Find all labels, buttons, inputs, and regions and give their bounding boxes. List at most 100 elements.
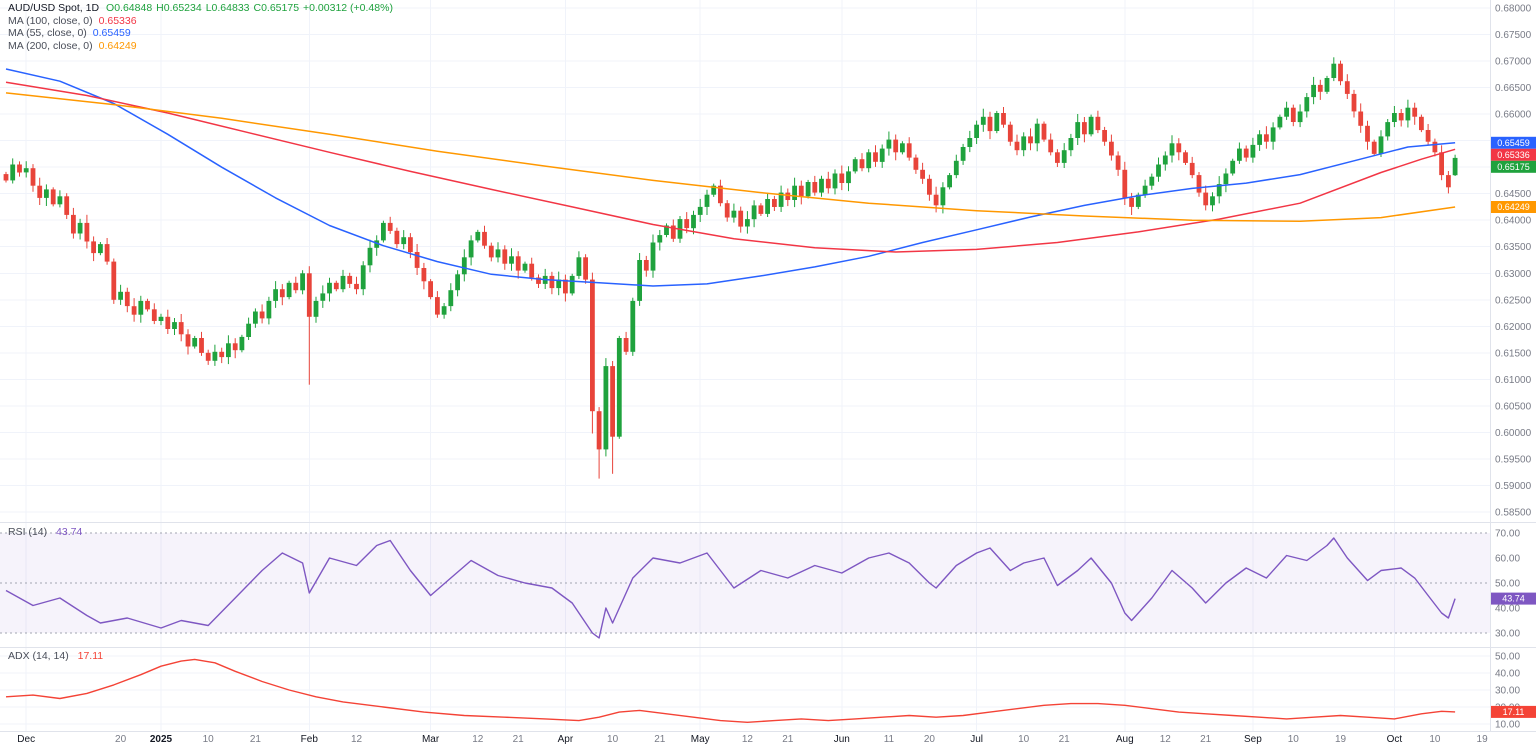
svg-text:0.64500: 0.64500 [1495,189,1532,200]
ma55-label: MA (55, close, 0) [8,27,87,39]
price-axis[interactable]: 0.680000.675000.670000.665000.660000.655… [1495,4,1532,731]
svg-text:21: 21 [250,734,262,745]
svg-text:10: 10 [1018,734,1030,745]
svg-text:40.00: 40.00 [1495,669,1520,680]
svg-text:2025: 2025 [150,734,173,745]
ohlc-open: O0.64848 [106,2,153,14]
svg-text:19: 19 [1477,734,1489,745]
svg-text:0.65336: 0.65336 [1497,150,1530,160]
svg-text:0.65175: 0.65175 [1497,162,1530,172]
svg-text:10.00: 10.00 [1495,720,1520,731]
svg-text:0.64000: 0.64000 [1495,216,1532,227]
svg-text:43.74: 43.74 [1502,594,1525,604]
ohlc-low: L0.64833 [205,2,250,14]
ma200-line[interactable] [5,92,1456,223]
svg-text:12: 12 [742,734,754,745]
svg-text:0.68000: 0.68000 [1495,4,1532,15]
svg-text:0.66500: 0.66500 [1495,83,1532,94]
ma200-label: MA (200, close, 0) [8,39,93,52]
svg-text:Feb: Feb [301,734,319,745]
svg-text:40.00: 40.00 [1495,604,1520,615]
grid-layer [0,0,1490,731]
svg-text:Dec: Dec [17,734,35,745]
adx-line[interactable] [5,658,1456,723]
ma55-legend-row[interactable]: MA (55, close, 0) 0.65459 [8,27,397,40]
ohlc-high: H0.65234 [156,2,202,14]
svg-text:12: 12 [1160,734,1172,745]
svg-text:10: 10 [1288,734,1300,745]
ma100-label: MA (100, close, 0) [8,14,93,27]
ma55-line[interactable] [5,68,1456,287]
svg-text:21: 21 [1200,734,1212,745]
svg-text:11: 11 [884,734,895,745]
rsi-label: RSI (14) [8,526,48,538]
svg-text:21: 21 [513,734,525,745]
svg-text:20: 20 [924,734,936,745]
axis-badges: 0.65459 0.65336 0.65175 0.64249 43.74 17.11 [1491,136,1536,718]
svg-text:0.59000: 0.59000 [1495,481,1532,492]
svg-text:50.00: 50.00 [1495,652,1520,663]
svg-text:21: 21 [782,734,794,745]
ma100-value: 0.65336 [98,14,137,27]
svg-text:10: 10 [607,734,619,745]
svg-text:21: 21 [654,734,666,745]
svg-text:19: 19 [1335,734,1347,745]
time-axis[interactable]: Dec 20 2025 10 21 Feb 12 Mar 12 21 Apr 10 21 May 12 21 J… [17,734,1488,745]
svg-text:30.00: 30.00 [1495,629,1520,640]
svg-text:10: 10 [1429,734,1441,745]
svg-text:0.62000: 0.62000 [1495,322,1532,333]
svg-text:0.58500: 0.58500 [1495,508,1532,519]
rsi-line[interactable] [5,537,1456,639]
symbol-title[interactable]: AUD/USD Spot, 1D [8,2,100,14]
svg-text:70.00: 70.00 [1495,529,1520,540]
ma200-legend-row[interactable]: MA (200, close, 0) 0.64249 [8,40,397,53]
svg-text:0.61500: 0.61500 [1495,348,1532,359]
ma55-value: 0.65459 [92,27,131,39]
svg-text:0.59500: 0.59500 [1495,454,1532,465]
svg-text:0.60000: 0.60000 [1495,428,1532,439]
svg-text:0.63500: 0.63500 [1495,242,1532,253]
svg-text:20: 20 [115,734,127,745]
svg-text:Sep: Sep [1244,734,1262,745]
svg-text:Jul: Jul [970,734,983,745]
ohlc-change: +0.00312 (+0.48%) [303,2,393,14]
svg-text:0.64249: 0.64249 [1497,202,1530,212]
svg-text:0.60500: 0.60500 [1495,401,1532,412]
svg-text:0.67500: 0.67500 [1495,30,1532,41]
svg-text:10: 10 [203,734,215,745]
svg-text:Mar: Mar [422,734,440,745]
svg-text:Apr: Apr [558,734,574,745]
svg-text:17.11: 17.11 [1503,707,1525,717]
svg-text:0.65459: 0.65459 [1497,138,1530,148]
svg-text:0.61000: 0.61000 [1495,375,1532,386]
ma200-value: 0.64249 [98,39,137,52]
svg-text:Jun: Jun [834,734,850,745]
svg-text:0.63000: 0.63000 [1495,269,1532,280]
candles-layer [3,57,1458,479]
adx-label: ADX (14, 14) [8,650,69,662]
svg-text:12: 12 [472,734,484,745]
svg-text:50.00: 50.00 [1495,579,1520,590]
svg-text:0.62500: 0.62500 [1495,295,1532,306]
rsi-legend[interactable]: RSI (14) 43.74 [8,526,82,539]
svg-text:May: May [691,734,710,745]
svg-text:30.00: 30.00 [1495,686,1520,697]
rsi-value: 43.74 [56,526,83,538]
ohlc-close: C0.65175 [253,2,300,14]
adx-legend[interactable]: ADX (14, 14) 17.11 [8,650,103,663]
svg-text:Oct: Oct [1387,734,1403,745]
main-chart-legend: AUD/USD Spot, 1D O0.64848 H0.65234 L0.64… [8,2,397,52]
svg-text:12: 12 [351,734,363,745]
svg-text:0.67000: 0.67000 [1495,57,1532,68]
adx-value: 17.11 [77,650,104,662]
svg-text:60.00: 60.00 [1495,554,1520,565]
svg-text:0.66000: 0.66000 [1495,110,1532,121]
svg-text:Aug: Aug [1116,734,1134,745]
symbol-row[interactable]: AUD/USD Spot, 1D O0.64848 H0.65234 L0.64… [8,2,397,15]
ma100-legend-row[interactable]: MA (100, close, 0) 0.65336 [8,15,397,28]
ma100-line[interactable] [5,81,1456,253]
svg-text:21: 21 [1059,734,1071,745]
